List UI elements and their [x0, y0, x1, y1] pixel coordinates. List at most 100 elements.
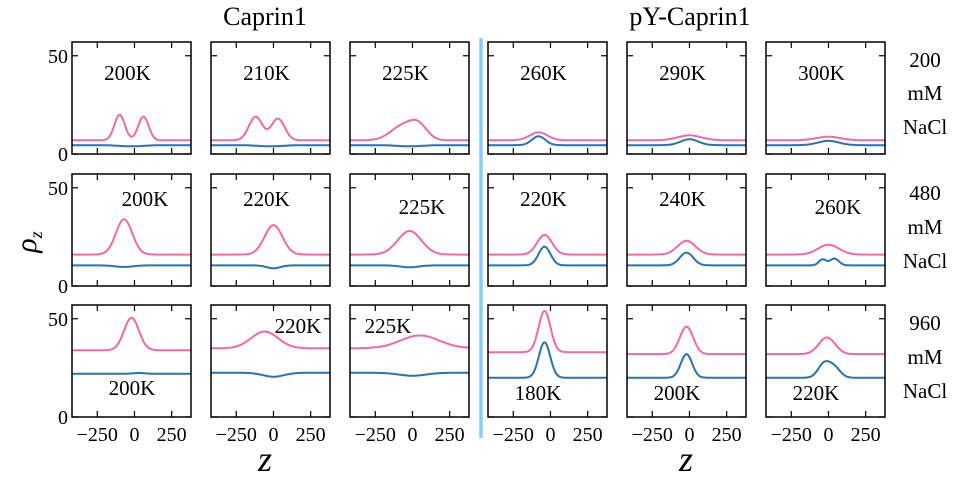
- series-line-blue: [627, 353, 746, 379]
- row-label-salt: NaCl: [903, 115, 947, 139]
- x-tick-label: 0: [129, 424, 139, 446]
- series-line-pink: [627, 325, 746, 356]
- panel-2-1: −250 0 250 220K: [210, 304, 331, 446]
- panel-1-1: 220K: [210, 173, 331, 287]
- temperature-label: 225K: [399, 195, 446, 219]
- temperature-label: 220K: [520, 187, 567, 211]
- series-line-pink: [72, 218, 191, 256]
- temperature-label: 220K: [793, 381, 840, 405]
- series-line-blue: [350, 144, 469, 148]
- x-tick-label: 250: [435, 424, 465, 446]
- temperature-label: 200K: [122, 187, 169, 211]
- temperature-label: 225K: [365, 314, 412, 338]
- row-label-unit: mM: [907, 81, 942, 105]
- panel-0-4: 290K: [626, 41, 747, 155]
- temperature-label: 225K: [382, 61, 429, 85]
- row-label-unit: mM: [907, 345, 942, 369]
- temperature-label: 240K: [659, 187, 706, 211]
- series-line-blue: [488, 135, 607, 147]
- panel-0-1: 210K: [210, 41, 331, 155]
- series-line-blue: [627, 251, 746, 267]
- y-tick-label: 0: [58, 144, 68, 166]
- row-label-unit: mM: [907, 215, 942, 239]
- panel-frame: [626, 41, 747, 155]
- panel-2-3: −250 0 250 180K: [487, 304, 608, 446]
- panel-1-4: 240K: [626, 173, 747, 287]
- x-tick-label: −250: [771, 424, 812, 446]
- panel-1-2: 225K: [349, 173, 470, 287]
- series-line-blue: [211, 371, 330, 378]
- x-tick-label: 250: [851, 424, 881, 446]
- temperature-label: 210K: [243, 61, 290, 85]
- panel-0-2: 225K: [349, 41, 470, 155]
- series-line-pink: [488, 131, 607, 142]
- x-tick-label: −250: [77, 424, 118, 446]
- series-line-pink: [627, 239, 746, 256]
- panel-frame: [210, 304, 331, 418]
- x-tick-label: 0: [545, 424, 555, 446]
- temperature-label: 300K: [798, 61, 845, 85]
- panel-frame: [487, 304, 608, 418]
- series-line-pink: [72, 113, 191, 142]
- temperature-label: 200K: [109, 376, 156, 400]
- row-label-salt: NaCl: [903, 379, 947, 403]
- series-line-blue: [211, 144, 330, 148]
- series-line-pink: [627, 134, 746, 142]
- series-line-blue: [488, 341, 607, 379]
- series-line-pink: [766, 336, 885, 356]
- panel-frame: [210, 41, 331, 155]
- series-line-blue: [72, 264, 191, 268]
- series-line-pink: [350, 334, 469, 350]
- right-group-title: pY-Caprin1: [629, 2, 750, 31]
- series-line-blue: [627, 138, 746, 147]
- x-tick-label: −250: [493, 424, 534, 446]
- series-line-blue: [766, 360, 885, 379]
- panel-2-4: −250 0 250 200K: [626, 304, 747, 446]
- temperature-label: 200K: [104, 61, 151, 85]
- panel-frame: [765, 173, 886, 287]
- x-tick-label: 0: [407, 424, 417, 446]
- temperature-label: 260K: [815, 195, 862, 219]
- panel-frame: [765, 41, 886, 155]
- panel-frame: [349, 41, 470, 155]
- panel-2-0: 0 50 −250 0 250 200K: [48, 304, 192, 446]
- series-line-pink: [488, 309, 607, 354]
- panel-frame: [487, 41, 608, 155]
- series-line-blue: [766, 257, 885, 267]
- panel-frame: [349, 304, 470, 418]
- series-line-blue: [72, 144, 191, 148]
- x-tick-label: 0: [684, 424, 694, 446]
- series-line-pink: [211, 224, 330, 256]
- x-axis-label-left: z: [257, 439, 272, 479]
- x-tick-label: −250: [632, 424, 673, 446]
- row-label-concentration: 200: [909, 48, 941, 72]
- panel-frame: [349, 173, 470, 287]
- panel-frame: [765, 304, 886, 418]
- temperature-label: 290K: [659, 61, 706, 85]
- panel-1-3: 220K: [487, 173, 608, 287]
- row-label-concentration: 480: [909, 181, 941, 205]
- row-label-concentration: 960: [909, 311, 941, 335]
- series-line-pink: [211, 330, 330, 350]
- temperature-label: 220K: [275, 314, 322, 338]
- y-tick-label: 0: [58, 276, 68, 298]
- series-line-pink: [766, 135, 885, 142]
- series-line-blue: [350, 264, 469, 269]
- row-label-2: 960 mM NaCl: [903, 311, 947, 403]
- series-line-blue: [211, 264, 330, 270]
- y-axis-label: ρz: [10, 231, 46, 253]
- row-label-0: 200 mM NaCl: [903, 48, 947, 139]
- panel-frame: [71, 304, 192, 418]
- panel-0-3: 260K: [487, 41, 608, 155]
- x-tick-label: 250: [573, 424, 603, 446]
- temperature-label: 200K: [654, 381, 701, 405]
- series-line-blue: [766, 139, 885, 147]
- panel-frame: [71, 41, 192, 155]
- series-line-pink: [350, 230, 469, 256]
- x-tick-label: 0: [268, 424, 278, 446]
- y-tick-label: 0: [58, 407, 68, 429]
- panel-frame: [71, 173, 192, 287]
- y-tick-label: 50: [48, 309, 68, 331]
- left-group-title: Caprin1: [223, 2, 307, 31]
